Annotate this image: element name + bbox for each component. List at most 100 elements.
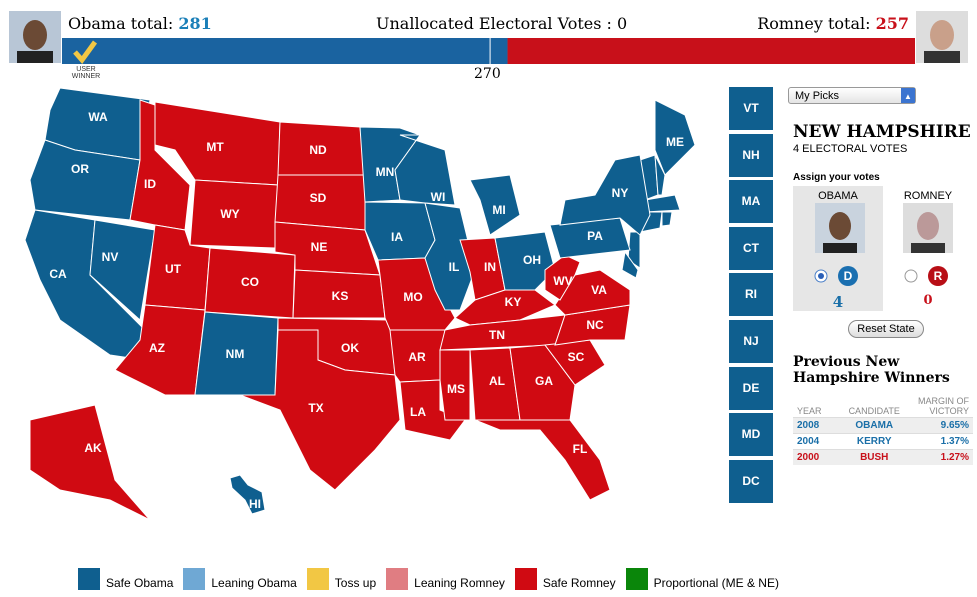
legend-label: Safe Obama: [106, 576, 174, 590]
small-state-box[interactable]: NJ: [729, 320, 773, 363]
r-badge: R: [934, 269, 943, 283]
state-label: AR: [408, 350, 426, 364]
state-label: OK: [341, 341, 359, 355]
state[interactable]: [469, 174, 521, 236]
legend-item: Safe Romney: [514, 568, 616, 590]
state-label: AL: [489, 374, 505, 388]
legend-swatch: [306, 568, 329, 590]
small-state-box[interactable]: DC: [729, 459, 773, 503]
romney-total-value: 257: [875, 14, 909, 33]
state-label: NY: [612, 186, 629, 200]
unallocated: Unallocated Electoral Votes : 0: [376, 14, 627, 33]
state[interactable]: [474, 419, 611, 501]
romney-radio[interactable]: [904, 269, 918, 283]
state[interactable]: [239, 329, 401, 491]
small-state-box[interactable]: CT: [729, 226, 773, 270]
history-cell: 1.37%: [940, 436, 969, 447]
romney-choice[interactable]: R: [902, 265, 952, 289]
state-label: WY: [220, 207, 239, 221]
header-row: YEAR CANDIDATE MARGIN OF VICTORY: [793, 395, 973, 418]
state-label: SD: [310, 191, 327, 205]
legend-label: Toss up: [334, 576, 377, 590]
state-label: VA: [591, 283, 607, 297]
history-cell: 9.65%: [940, 420, 969, 431]
romney-votes: 0: [923, 293, 933, 308]
state[interactable]: [29, 404, 151, 521]
history-row: 2004 KERRY 1.37%: [793, 433, 973, 450]
state-label: ND: [309, 143, 327, 157]
state[interactable]: [654, 99, 696, 176]
history-title: Previous New Hampshire Winners: [793, 354, 950, 386]
state[interactable]: [424, 202, 476, 311]
ne-state-shape: [661, 211, 673, 227]
state[interactable]: [394, 134, 456, 206]
reset-button[interactable]: Reset State: [848, 320, 924, 338]
dropdown[interactable]: My Picks ▲: [788, 87, 916, 104]
state-label: NV: [102, 250, 119, 264]
history-cell: 2000: [797, 452, 820, 463]
small-state-box[interactable]: NH: [729, 133, 773, 177]
romney-bar: [507, 38, 915, 64]
history-cell: KERRY: [856, 436, 892, 447]
state-label: MN: [376, 165, 395, 179]
obama-photo: [9, 11, 61, 63]
history-cell: 2008: [797, 420, 820, 431]
unallocated-label: Unallocated Electoral Votes :: [376, 14, 612, 33]
state-label: NE: [311, 240, 328, 254]
state[interactable]: [559, 154, 651, 236]
legend-label: Proportional (ME & NE): [653, 576, 779, 590]
legend-item: Proportional (ME & NE): [625, 568, 779, 590]
small-state-box[interactable]: VT: [729, 87, 773, 130]
small-state-box[interactable]: DE: [729, 366, 773, 410]
unallocated-value: 0: [617, 14, 628, 33]
state-label: IN: [484, 260, 496, 274]
d-badge: D: [844, 269, 853, 283]
small-state-box[interactable]: RI: [729, 273, 773, 317]
state-label: MS: [447, 382, 465, 396]
state-label: WV: [553, 274, 572, 288]
state-label: WI: [431, 190, 446, 204]
header-cell: CANDIDATE: [848, 406, 900, 416]
state[interactable]: [89, 219, 156, 321]
state-label: UT: [165, 262, 182, 276]
history-cell: 1.27%: [940, 452, 969, 463]
legend-swatch: [625, 568, 648, 590]
state[interactable]: [439, 349, 471, 421]
electoral-votes: 4 ELECTORAL VOTES: [793, 143, 908, 155]
state-label: MI: [492, 203, 505, 217]
small-state-box[interactable]: MA: [729, 180, 773, 224]
state-label: WA: [88, 110, 108, 124]
state[interactable]: [114, 304, 206, 396]
legend-swatch: [78, 568, 100, 590]
winner-note: USER WINNER: [71, 66, 101, 80]
state-label: FL: [573, 442, 588, 456]
state-label: NM: [226, 347, 245, 361]
state-label: TN: [489, 328, 505, 342]
legend-label: Leaning Obama: [211, 576, 297, 590]
obama-choice[interactable]: D: [812, 265, 862, 289]
history-cell: OBAMA: [855, 420, 894, 431]
legend-swatch: [386, 568, 409, 590]
romney-thumb: [903, 203, 953, 253]
legend-label: Leaning Romney: [414, 576, 505, 590]
check-mark: [73, 40, 98, 64]
state-label: NC: [586, 318, 604, 332]
ne-state-shape: [654, 154, 666, 196]
legend-item: Leaning Obama: [183, 568, 297, 590]
state-label: CO: [241, 275, 259, 289]
state-label: KS: [332, 289, 349, 303]
header-cell: YEAR: [797, 406, 822, 416]
state[interactable]: [554, 304, 631, 346]
state-label: OH: [523, 253, 541, 267]
threshold: 270: [474, 66, 501, 82]
legend-swatch: [514, 568, 537, 590]
history-row: 2008 OBAMA 9.65%: [793, 417, 973, 434]
ne-state-shape: [621, 250, 639, 279]
small-state-box[interactable]: MD: [729, 413, 773, 457]
romney-label: Romney total:: [757, 14, 871, 33]
history-table: YEAR CANDIDATE MARGIN OF VICTORY 2008 OBAMA 9…: [793, 395, 973, 465]
state[interactable]: [229, 474, 266, 515]
state-label: ID: [144, 177, 156, 191]
header-cell: MARGIN OF VICTORY: [918, 396, 969, 416]
